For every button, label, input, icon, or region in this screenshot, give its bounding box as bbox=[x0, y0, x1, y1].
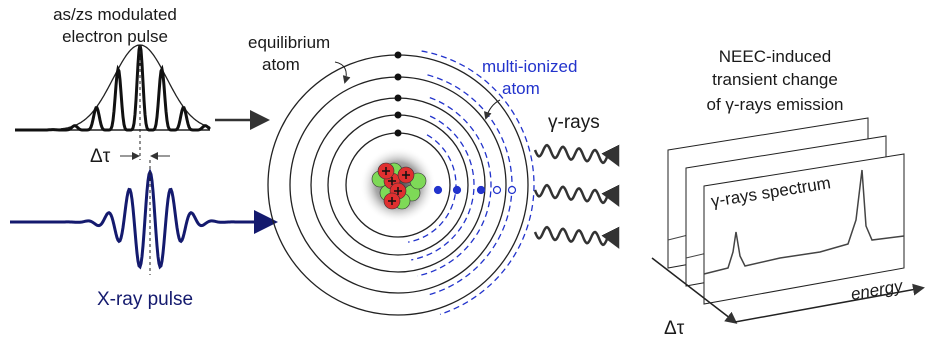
gamma-ray bbox=[535, 145, 617, 163]
electron-pulse bbox=[15, 45, 210, 130]
label: as/zs modulated bbox=[53, 5, 177, 24]
label: Δτ bbox=[664, 318, 685, 339]
label: X-ray pulse bbox=[97, 289, 193, 310]
electron bbox=[395, 95, 402, 102]
electron bbox=[395, 130, 402, 137]
label: transient change bbox=[712, 70, 838, 89]
delay-label: Δτ bbox=[90, 146, 111, 167]
gamma-ray bbox=[535, 185, 617, 203]
ion-electron bbox=[435, 187, 442, 194]
label: NEEC-induced bbox=[719, 47, 831, 66]
label: electron pulse bbox=[62, 27, 168, 46]
label: γ-rays bbox=[548, 112, 600, 133]
ion-electron bbox=[454, 187, 461, 194]
label: atom bbox=[502, 79, 540, 98]
label: equilibrium bbox=[248, 33, 330, 52]
electron bbox=[395, 112, 402, 119]
label: atom bbox=[262, 55, 300, 74]
pointer bbox=[335, 62, 346, 82]
ion-electron bbox=[494, 187, 501, 194]
electron bbox=[395, 74, 402, 81]
label: energy bbox=[849, 276, 905, 304]
xray-pulse bbox=[10, 172, 272, 267]
label: of γ-rays emission bbox=[707, 95, 844, 114]
ionized-shell bbox=[428, 75, 512, 295]
gamma-rays bbox=[535, 145, 617, 245]
electron bbox=[395, 52, 402, 59]
ion-electron bbox=[509, 187, 516, 194]
gamma-ray bbox=[535, 227, 617, 245]
label: multi-ionized bbox=[482, 57, 577, 76]
diagram: as/zs modulated electron pulse Δτ X-ray … bbox=[0, 0, 933, 342]
ion-electron bbox=[478, 187, 485, 194]
